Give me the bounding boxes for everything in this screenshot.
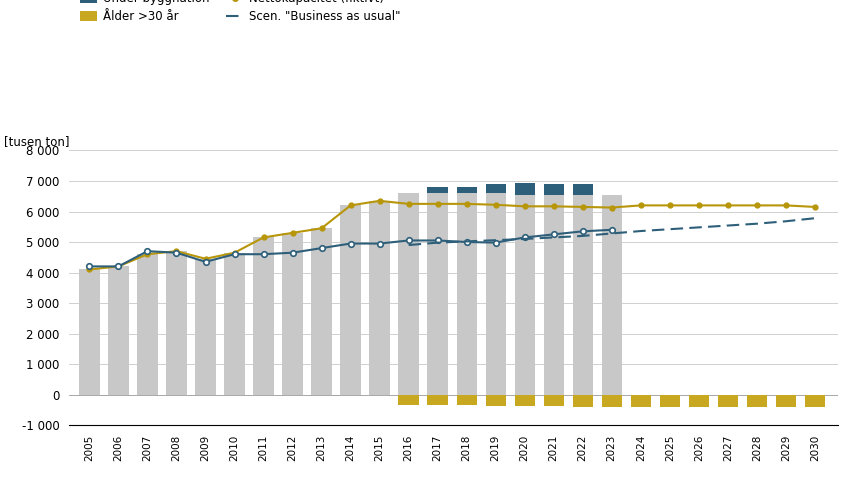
Bar xyxy=(167,251,187,395)
Bar xyxy=(631,395,651,407)
Bar xyxy=(428,193,448,395)
Bar xyxy=(718,395,738,407)
Bar xyxy=(543,184,564,195)
Bar xyxy=(428,395,448,405)
Bar xyxy=(804,395,825,407)
Bar xyxy=(311,228,332,395)
Bar xyxy=(108,267,129,395)
Bar xyxy=(283,233,302,395)
Bar xyxy=(486,193,505,395)
Bar xyxy=(776,395,796,407)
Bar xyxy=(601,195,622,395)
Bar xyxy=(543,395,564,406)
Bar xyxy=(195,259,216,395)
Bar xyxy=(398,193,419,395)
Bar xyxy=(573,195,593,395)
Bar xyxy=(601,395,622,407)
Bar xyxy=(456,395,477,405)
Bar xyxy=(689,395,709,407)
Bar xyxy=(137,254,157,395)
Bar xyxy=(225,253,245,395)
Bar xyxy=(573,184,593,195)
Bar xyxy=(253,238,274,395)
Bar xyxy=(543,195,564,395)
Bar xyxy=(428,187,448,193)
Bar xyxy=(340,205,361,395)
Bar xyxy=(573,395,593,407)
Text: [tusen ton]: [tusen ton] xyxy=(4,135,70,148)
Bar xyxy=(456,187,477,193)
Bar xyxy=(486,184,505,193)
Legend: Befintlig kapacitet, Under byggnation, Ålder >30 år, Svenskt restavfall, efter m: Befintlig kapacitet, Under byggnation, Å… xyxy=(75,0,518,28)
Bar xyxy=(515,183,535,195)
Bar xyxy=(746,395,767,407)
Bar xyxy=(659,395,680,407)
Bar xyxy=(79,270,99,395)
Bar xyxy=(486,395,505,406)
Bar xyxy=(515,195,535,395)
Bar xyxy=(456,193,477,395)
Bar xyxy=(370,201,390,395)
Bar xyxy=(515,395,535,406)
Bar xyxy=(398,395,419,405)
